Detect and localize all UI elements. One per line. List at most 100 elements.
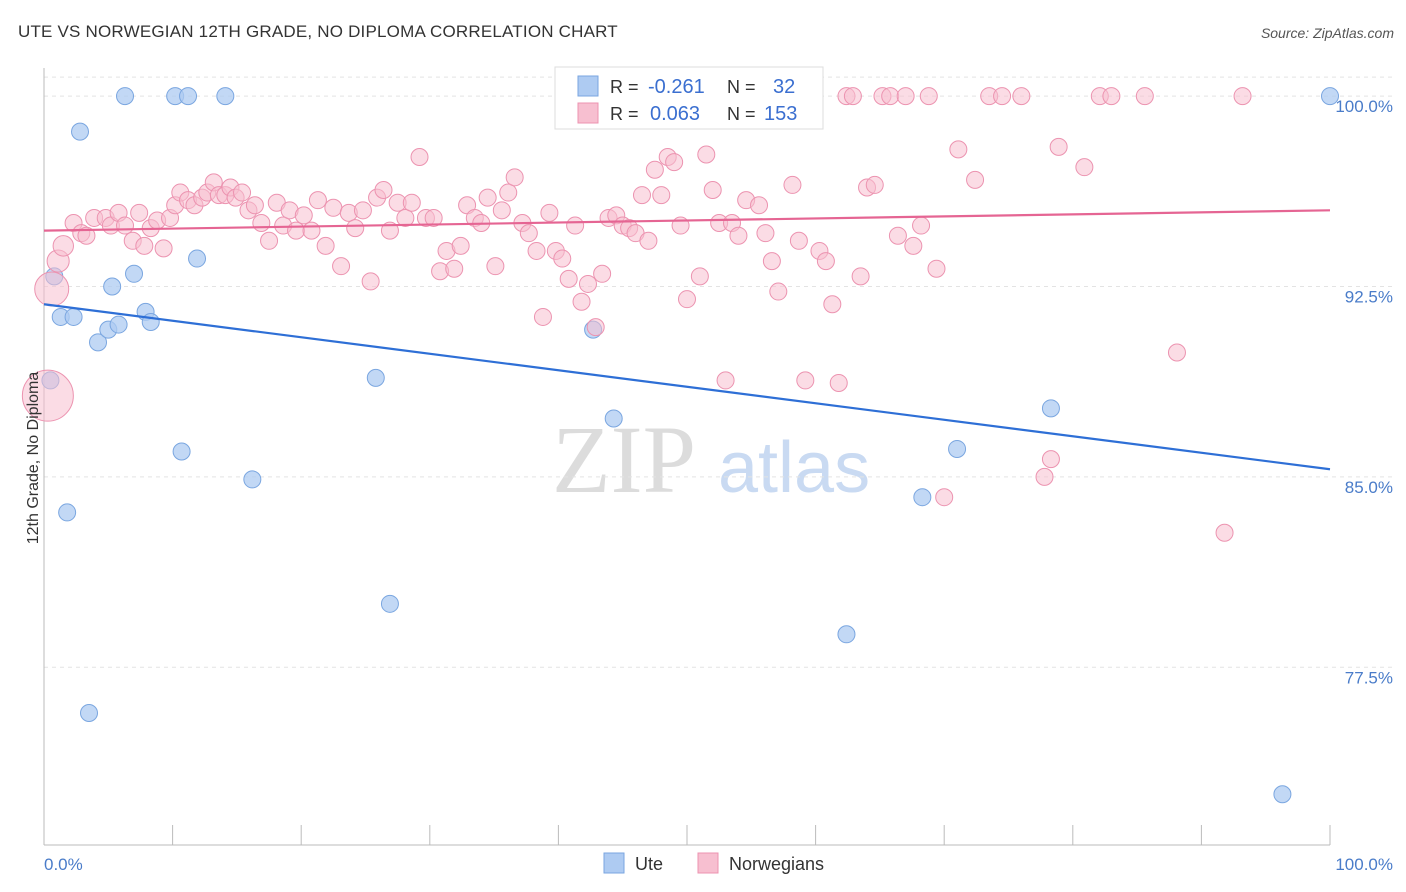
point-norwegians-66: [486, 257, 505, 276]
point-norwegians-99: [703, 181, 722, 200]
point-norwegians-79: [572, 292, 591, 311]
legend-ute-n-label: N =: [727, 77, 756, 97]
point-ute-18: [188, 249, 207, 268]
point-norwegians-93: [665, 153, 684, 172]
point-norwegians-30: [233, 183, 252, 202]
axes: [43, 68, 1331, 846]
point-ute-19: [216, 87, 235, 106]
point-norwegians-68: [499, 183, 518, 202]
point-norwegians-74: [540, 203, 559, 222]
point-norwegians-78: [566, 216, 585, 235]
point-ute-26: [837, 625, 856, 644]
trend-line-norwegians: [43, 209, 1331, 232]
point-norwegians-118: [829, 373, 848, 392]
point-norwegians-65: [478, 188, 497, 207]
chart-title: UTE VS NORWEGIAN 12TH GRADE, NO DIPLOMA …: [18, 22, 618, 41]
point-norwegians-121: [851, 267, 870, 286]
legend-swatch-ute: [577, 75, 599, 97]
point-norwegians-144: [1135, 87, 1154, 106]
point-norwegians-57: [424, 208, 443, 227]
point-ute-30: [1273, 785, 1292, 804]
point-norwegians-11: [116, 216, 135, 235]
point-norwegians-13: [130, 203, 149, 222]
point-norwegians-40: [302, 221, 321, 240]
point-norwegians-3: [52, 235, 74, 257]
point-norwegians-67: [492, 201, 511, 220]
point-norwegians-34: [260, 231, 279, 250]
trend-line-ute: [43, 303, 1331, 471]
point-norwegians-143: [1102, 87, 1121, 106]
point-ute-24: [604, 409, 623, 428]
point-norwegians-17: [154, 239, 173, 258]
legend-ute-r-value: -0.261: [648, 76, 705, 98]
series-legend: Ute Norwegians: [603, 852, 824, 874]
point-norwegians-76: [553, 249, 572, 268]
x-tick-label-1: 100.0%: [1335, 855, 1393, 874]
point-norwegians-50: [374, 181, 393, 200]
point-norwegians-43: [324, 198, 343, 217]
point-norwegians-88: [632, 186, 651, 205]
point-norwegians-136: [993, 87, 1012, 106]
point-norwegians-106: [750, 196, 769, 215]
point-norwegians-107: [756, 224, 775, 243]
point-ute-3: [58, 503, 77, 522]
y-tick-label-0: 100.0%: [1335, 97, 1393, 116]
point-norwegians-132: [935, 488, 954, 507]
point-norwegians-97: [690, 267, 709, 286]
point-norwegians-117: [823, 295, 842, 314]
point-norwegians-77: [559, 269, 578, 288]
point-norwegians-95: [678, 290, 696, 309]
point-norwegians-112: [789, 231, 808, 250]
point-norwegians-103: [729, 226, 748, 245]
point-norwegians-116: [816, 252, 835, 271]
point-ute-11: [116, 87, 135, 106]
point-norwegians-109: [769, 282, 788, 301]
point-ute-12: [125, 264, 144, 283]
point-norwegians-139: [1041, 450, 1060, 469]
point-norwegians-0: [21, 369, 74, 422]
series-legend-norwegians: Norwegians: [729, 854, 824, 874]
point-ute-29: [1041, 399, 1060, 418]
point-ute-17: [179, 87, 198, 106]
point-ute-31: [1321, 87, 1339, 106]
point-norwegians-54: [402, 193, 421, 212]
point-norwegians-1: [34, 271, 70, 307]
point-norwegians-47: [353, 201, 372, 220]
point-norwegians-72: [527, 241, 546, 260]
x-tick-labels: 0.0% 100.0%: [44, 855, 1393, 874]
point-norwegians-80: [578, 274, 597, 293]
point-norwegians-81: [586, 318, 605, 337]
y-tick-label-3: 77.5%: [1345, 668, 1393, 687]
legend-nor-r-value: 0.063: [650, 103, 700, 125]
chart-source: Source: ZipAtlas.com: [1260, 25, 1394, 41]
point-norwegians-71: [519, 224, 538, 243]
point-norwegians-133: [949, 140, 968, 159]
watermark: ZIP atlas: [552, 406, 870, 513]
point-norwegians-89: [639, 231, 658, 250]
point-norwegians-141: [1075, 158, 1094, 177]
point-ute-7: [89, 333, 108, 352]
y-tick-label-1: 92.5%: [1345, 287, 1393, 306]
point-norwegians-138: [1035, 467, 1054, 486]
point-norwegians-130: [919, 87, 938, 106]
correlation-legend: R = -0.261 N = 32 R = 0.063 N = 153: [554, 66, 824, 130]
point-norwegians-61: [451, 236, 470, 255]
point-norwegians-44: [332, 257, 351, 276]
point-norwegians-128: [904, 236, 923, 255]
point-norwegians-134: [966, 170, 985, 189]
point-norwegians-101: [716, 371, 735, 390]
point-norwegians-147: [1233, 87, 1252, 106]
point-norwegians-82: [593, 264, 612, 283]
point-norwegians-32: [245, 196, 264, 215]
point-norwegians-123: [865, 175, 884, 194]
point-ute-22: [380, 594, 399, 613]
point-norwegians-55: [410, 148, 429, 167]
point-ute-9: [103, 277, 122, 296]
legend-nor-n-value: 153: [764, 103, 797, 125]
point-norwegians-126: [888, 226, 907, 245]
point-norwegians-111: [783, 175, 802, 194]
point-norwegians-38: [287, 221, 306, 240]
point-norwegians-146: [1215, 523, 1234, 542]
point-norwegians-120: [843, 87, 862, 106]
